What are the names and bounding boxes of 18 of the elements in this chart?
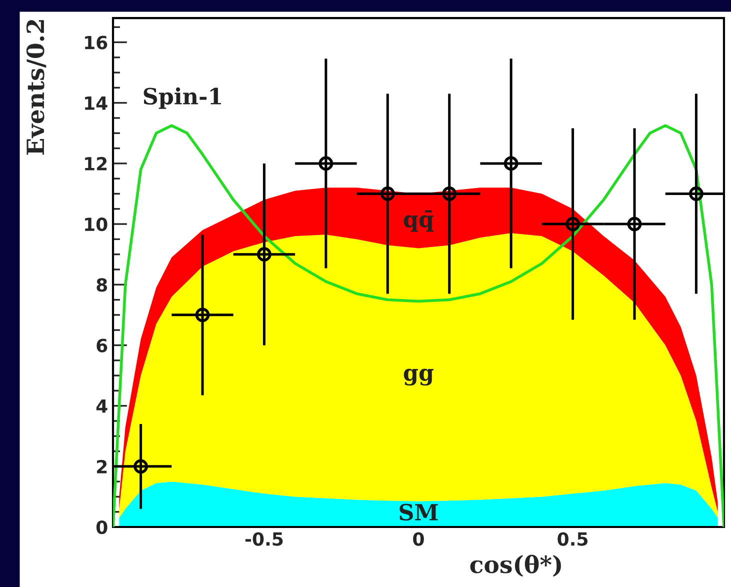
series-label: SM: [400, 504, 438, 521]
y-tick-label: 4: [96, 400, 108, 413]
y-axis-title: Events/0.2: [26, 20, 46, 155]
x-tick-label: -0.5: [245, 532, 283, 546]
series-label: gg: [404, 368, 434, 386]
x-axis-title: cos(θ*): [470, 554, 561, 577]
y-tick-label: 16: [85, 36, 108, 50]
y-tick-label: 10: [85, 218, 108, 232]
series-label: qq̄: [404, 210, 434, 232]
series-label: Spin-1: [144, 87, 221, 109]
y-tick-label: 8: [96, 278, 108, 292]
y-tick-label: 6: [96, 338, 108, 352]
y-tick-label: 12: [85, 156, 107, 170]
y-tick-label: 2: [97, 460, 107, 474]
x-tick-label: 0: [413, 532, 424, 546]
y-tick-label: 0: [96, 520, 108, 534]
y-tick-label: 14: [85, 96, 108, 110]
x-tick-label: 0.5: [558, 532, 588, 546]
